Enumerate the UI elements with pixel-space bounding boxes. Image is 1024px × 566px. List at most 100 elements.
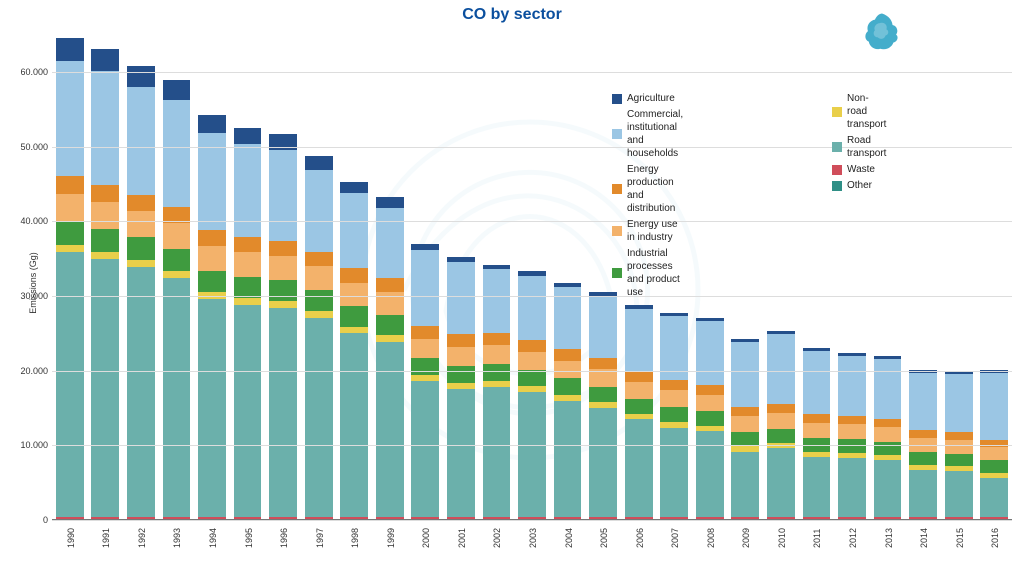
bar-segment-industrial [660,407,688,422]
bar-segment-commercial [731,342,759,407]
bar-segment-road [909,470,937,518]
bar-segment-energy_prod [198,230,226,246]
bar-segment-nonroad [731,446,759,451]
bar-segment-energy_ind [767,413,795,429]
y-tick-label: 30.000 [12,291,48,301]
legend-label: Agriculture [627,92,675,105]
y-tick-label: 0 [12,515,48,525]
bar-segment-nonroad [91,252,119,259]
bar-segment-road [838,458,866,518]
bar-segment-industrial [909,452,937,465]
bar-segment-commercial [305,170,333,252]
bar-segment-industrial [980,460,1008,473]
legend-item-energy_ind: Energy use in industry [612,218,683,244]
legend-swatch [612,129,622,139]
bar-segment-energy_prod [803,414,831,423]
legend-swatch [612,226,622,236]
bar-segment-road [411,381,439,517]
x-tick-label: 2012 [848,528,858,548]
bar-segment-commercial [234,144,262,237]
x-tick-label: 2009 [741,528,751,548]
bar-segment-energy_ind [447,347,475,366]
bar-segment-industrial [696,411,724,426]
bar-segment-road [767,448,795,517]
bar-segment-commercial [945,374,973,432]
bar-column: 2001 [447,42,475,520]
bar-segment-industrial [411,358,439,375]
bar-segment-commercial [589,296,617,359]
bar-segment-nonroad [411,375,439,381]
bar-segment-nonroad [163,271,191,278]
bar-segment-road [589,408,617,517]
legend-swatch [832,107,842,117]
bar-segment-industrial [483,364,511,381]
bar-segment-agriculture [447,257,475,262]
bar-segment-energy_ind [554,361,582,379]
bar-segment-commercial [269,150,297,240]
bar-column: 2000 [411,42,439,520]
bar-segment-road [91,259,119,517]
legend-swatch [612,184,622,194]
x-tick-label: 2015 [955,528,965,548]
bar-segment-industrial [767,429,795,443]
legend-item-other: Other [832,179,886,192]
bar-segment-industrial [340,306,368,327]
legend-label: Commercial, institutional and households [627,108,683,160]
bar-segment-nonroad [447,383,475,389]
bar-segment-commercial [874,359,902,419]
bar-segment-commercial [625,309,653,372]
x-tick-label: 1994 [208,528,218,548]
bar-segment-nonroad [874,455,902,460]
bar-segment-nonroad [305,311,333,317]
bar-segment-agriculture [696,318,724,321]
bar-segment-industrial [376,315,404,335]
bar-segment-energy_prod [411,326,439,339]
bar-column: 1995 [234,42,262,520]
bar-segment-nonroad [376,335,404,341]
bar-segment-nonroad [803,452,831,457]
bar-segment-road [376,342,404,518]
bar-segment-industrial [234,277,262,299]
bar-segment-energy_ind [589,369,617,387]
legend-swatch [832,165,842,175]
bar-column: 2003 [518,42,546,520]
bar-segment-energy_ind [696,395,724,411]
bar-segment-energy_ind [163,223,191,249]
bar-segment-energy_ind [305,266,333,290]
bar-segment-nonroad [340,327,368,333]
bar-segment-nonroad [625,414,653,420]
x-tick-label: 2014 [919,528,929,548]
bar-segment-energy_ind [269,256,297,280]
bar-segment-energy_prod [874,419,902,427]
bar-segment-agriculture [803,348,831,351]
x-tick-label: 2011 [812,529,822,548]
bar-segment-energy_ind [483,345,511,364]
legend-item-waste: Waste [832,163,886,176]
bar-segment-road [340,333,368,517]
bar-segment-commercial [91,71,119,185]
bar-segment-road [56,252,84,517]
bar-segment-commercial [909,373,937,431]
x-tick-label: 2004 [564,528,574,548]
bar-segment-nonroad [838,453,866,458]
x-tick-label: 2007 [670,528,680,548]
y-tick-label: 20.000 [12,366,48,376]
x-tick-label: 1992 [137,528,147,548]
bar-segment-energy_prod [696,385,724,395]
bar-segment-road [980,478,1008,518]
y-axis-label: Emissions (Gg) [28,252,38,314]
bar-segment-road [127,267,155,517]
x-tick-label: 2005 [599,528,609,548]
bar-segment-nonroad [660,422,688,428]
bar-segment-energy_ind [340,283,368,307]
legend-swatch [832,181,842,191]
bar-segment-commercial [483,269,511,333]
bar-segment-commercial [376,208,404,278]
legend-label: Road transport [847,134,886,160]
bar-segment-energy_prod [660,380,688,390]
bar-segment-agriculture [56,38,84,60]
bar-segment-commercial [411,250,439,326]
bar-segment-energy_ind [625,382,653,399]
bar-segment-road [483,387,511,517]
legend-label: Waste [847,163,875,176]
